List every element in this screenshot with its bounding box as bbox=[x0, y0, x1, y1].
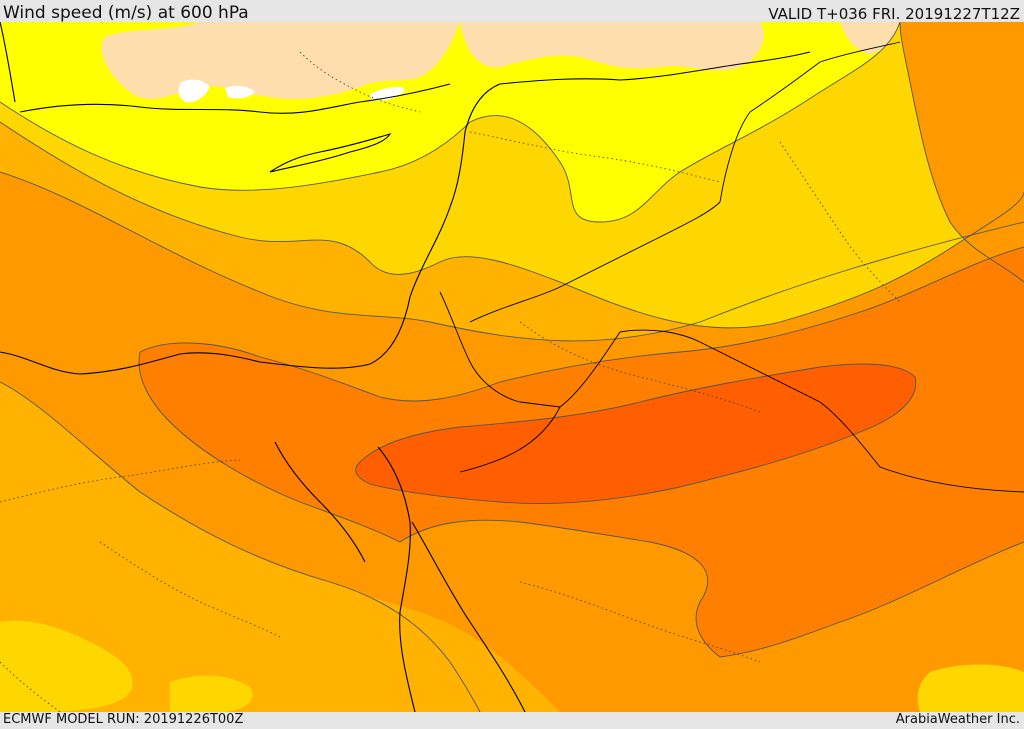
model-run-label: ECMWF MODEL RUN: 20191226T00Z bbox=[3, 712, 244, 727]
political-borders bbox=[439, 41, 1024, 493]
band-25-30-east bbox=[900, 22, 1024, 282]
band-15-20-southwest-patch bbox=[0, 620, 133, 712]
band-15-20-southeast-patch bbox=[917, 664, 1024, 712]
valid-time-label: VALID T+036 FRI. 20191227T12Z bbox=[768, 5, 1020, 23]
internal-borders bbox=[0, 51, 901, 712]
footer-bar: ECMWF MODEL RUN: 20191226T00Z ArabiaWeat… bbox=[0, 712, 1024, 729]
band-20-25-southwest bbox=[0, 382, 480, 712]
isotach-contours bbox=[0, 22, 1024, 712]
white-patch-1 bbox=[178, 79, 210, 103]
weather-map[interactable] bbox=[0, 22, 1024, 712]
header-bar: Wind speed (m/s) at 600 hPa VALID T+036 … bbox=[0, 0, 1024, 23]
wind-speed-map-svg bbox=[0, 22, 1024, 712]
band-15-20-southwest-patch-2 bbox=[170, 675, 253, 712]
coastlines bbox=[0, 22, 811, 712]
credit-label: ArabiaWeather Inc. bbox=[895, 712, 1020, 727]
white-patch-2 bbox=[225, 85, 255, 99]
map-title: Wind speed (m/s) at 600 hPa bbox=[3, 3, 249, 23]
band-35-40-core bbox=[355, 364, 916, 504]
white-patch-3 bbox=[370, 86, 405, 101]
band-0-10-northeast-patch bbox=[460, 22, 764, 71]
